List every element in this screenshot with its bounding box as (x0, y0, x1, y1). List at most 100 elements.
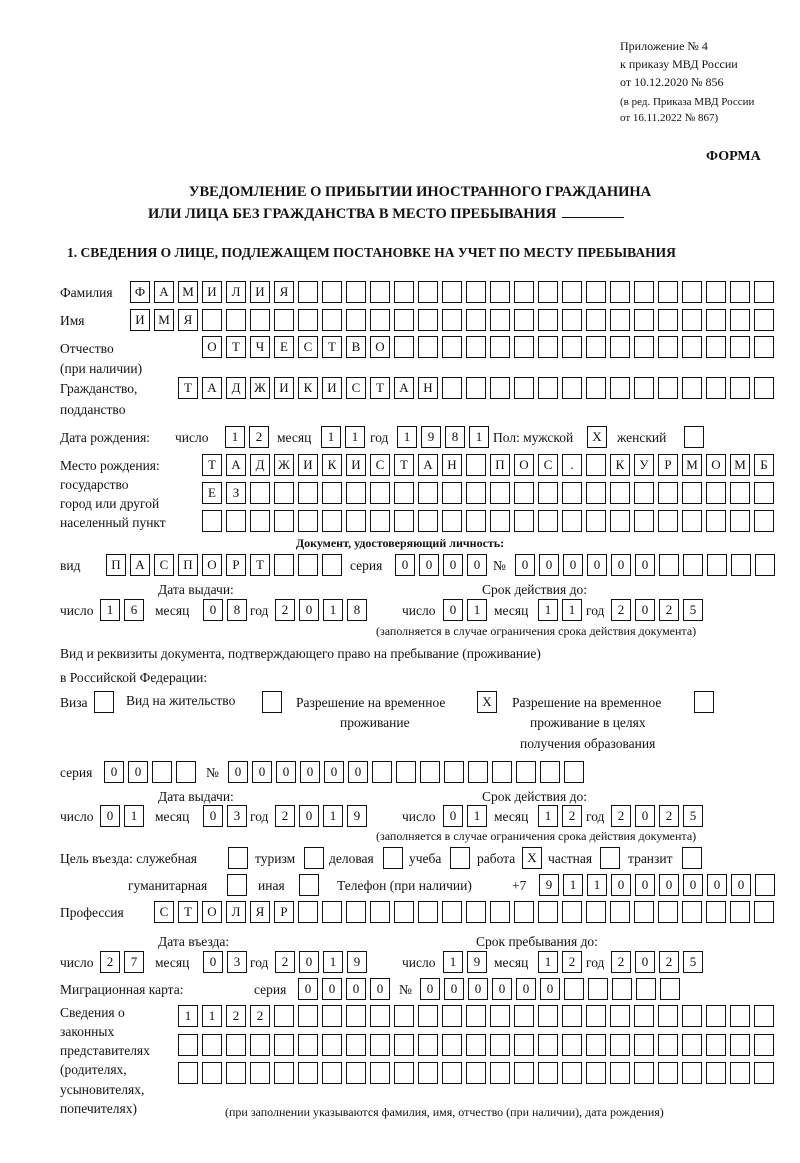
char-cell[interactable] (588, 978, 608, 1000)
char-cell[interactable] (706, 901, 726, 923)
char-cell[interactable] (754, 1005, 774, 1027)
char-cell[interactable]: Р (226, 554, 246, 576)
char-cell[interactable] (418, 1005, 438, 1027)
char-cell[interactable]: 0 (731, 874, 751, 896)
char-cell[interactable] (634, 281, 654, 303)
char-cell[interactable] (394, 1005, 414, 1027)
char-cell[interactable] (490, 482, 510, 504)
char-cell[interactable] (466, 336, 486, 358)
char-cell[interactable] (538, 377, 558, 399)
char-cell[interactable] (394, 510, 414, 532)
checkbox-cell[interactable] (299, 874, 319, 896)
char-cell[interactable] (226, 309, 246, 331)
char-cell[interactable] (346, 1005, 366, 1027)
char-cell[interactable]: 1 (538, 805, 558, 827)
char-cell[interactable] (755, 554, 775, 576)
char-cell[interactable]: 0 (443, 805, 463, 827)
char-cell[interactable] (442, 281, 462, 303)
char-cell[interactable] (202, 309, 222, 331)
char-cell[interactable]: И (130, 309, 150, 331)
char-cell[interactable] (538, 510, 558, 532)
char-cell[interactable]: 5 (683, 599, 703, 621)
char-cell[interactable] (564, 761, 584, 783)
char-cell[interactable] (442, 1034, 462, 1056)
char-cell[interactable] (682, 309, 702, 331)
char-cell[interactable] (420, 761, 440, 783)
char-cell[interactable]: 0 (370, 978, 390, 1000)
purpose-other-checkbox[interactable] (299, 874, 319, 896)
char-cell[interactable]: Л (226, 901, 246, 923)
char-cell[interactable]: 0 (707, 874, 727, 896)
char-cell[interactable]: С (298, 336, 318, 358)
char-cell[interactable]: 1 (397, 426, 417, 448)
char-cell[interactable] (274, 1062, 294, 1084)
char-cell[interactable] (418, 510, 438, 532)
purpose-study-checkbox[interactable] (450, 847, 470, 869)
char-cell[interactable]: 9 (421, 426, 441, 448)
checkbox-cell[interactable] (227, 874, 247, 896)
char-cell[interactable]: 0 (104, 761, 124, 783)
birth-place-field-3[interactable] (202, 510, 774, 532)
char-cell[interactable] (514, 309, 534, 331)
char-cell[interactable]: О (706, 454, 726, 476)
char-cell[interactable]: Б (754, 454, 774, 476)
char-cell[interactable] (346, 281, 366, 303)
char-cell[interactable] (514, 1034, 534, 1056)
char-cell[interactable]: Т (178, 901, 198, 923)
char-cell[interactable]: . (562, 454, 582, 476)
char-cell[interactable]: 2 (100, 951, 120, 973)
char-cell[interactable]: К (298, 377, 318, 399)
char-cell[interactable] (490, 377, 510, 399)
char-cell[interactable] (178, 1062, 198, 1084)
checkbox-cell[interactable] (682, 847, 702, 869)
char-cell[interactable]: 9 (467, 951, 487, 973)
char-cell[interactable] (706, 281, 726, 303)
char-cell[interactable] (322, 309, 342, 331)
char-cell[interactable] (636, 978, 656, 1000)
char-cell[interactable] (514, 281, 534, 303)
char-cell[interactable] (634, 482, 654, 504)
char-cell[interactable]: 0 (443, 554, 463, 576)
char-cell[interactable] (298, 281, 318, 303)
char-cell[interactable]: М (682, 454, 702, 476)
char-cell[interactable]: 0 (203, 805, 223, 827)
char-cell[interactable] (466, 1062, 486, 1084)
char-cell[interactable]: И (322, 377, 342, 399)
checkbox-cell[interactable]: X (522, 847, 542, 869)
char-cell[interactable] (418, 336, 438, 358)
char-cell[interactable]: 1 (178, 1005, 198, 1027)
char-cell[interactable]: Д (226, 377, 246, 399)
char-cell[interactable]: О (202, 336, 222, 358)
char-cell[interactable]: А (394, 377, 414, 399)
char-cell[interactable] (730, 1005, 750, 1027)
char-cell[interactable] (490, 510, 510, 532)
char-cell[interactable] (538, 482, 558, 504)
purpose-official-checkbox[interactable] (228, 847, 248, 869)
char-cell[interactable]: 0 (635, 874, 655, 896)
char-cell[interactable] (274, 1034, 294, 1056)
char-cell[interactable] (610, 309, 630, 331)
char-cell[interactable] (682, 482, 702, 504)
char-cell[interactable]: 0 (324, 761, 344, 783)
char-cell[interactable] (514, 482, 534, 504)
char-cell[interactable] (658, 510, 678, 532)
purpose-business-checkbox[interactable] (383, 847, 403, 869)
char-cell[interactable] (322, 482, 342, 504)
char-cell[interactable] (274, 482, 294, 504)
char-cell[interactable]: 8 (445, 426, 465, 448)
char-cell[interactable] (586, 309, 606, 331)
char-cell[interactable] (370, 309, 390, 331)
char-cell[interactable]: 7 (124, 951, 144, 973)
char-cell[interactable]: 0 (539, 554, 559, 576)
char-cell[interactable] (730, 309, 750, 331)
